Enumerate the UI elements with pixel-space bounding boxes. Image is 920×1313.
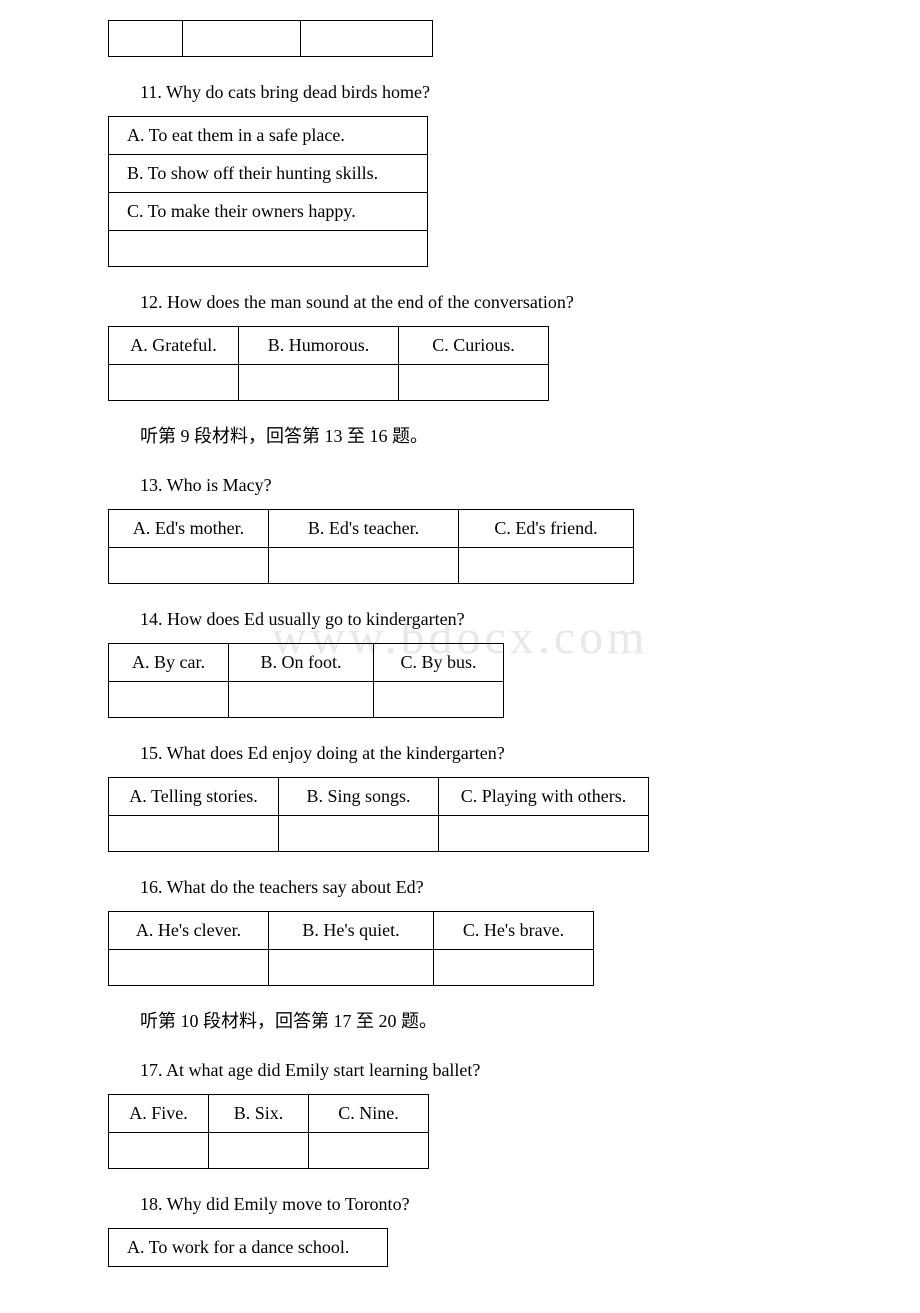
empty-cell [109, 1133, 209, 1169]
q14-text: 14. How does Ed usually go to kindergart… [108, 606, 812, 633]
empty-cell [239, 365, 399, 401]
top-empty-table [108, 20, 433, 57]
empty-cell [209, 1133, 309, 1169]
table-row: A. Five. B. Six. C. Nine. [109, 1095, 429, 1133]
table-row: C. To make their owners happy. [109, 193, 428, 231]
empty-cell [183, 21, 301, 57]
q11-option-b: B. To show off their hunting skills. [109, 155, 428, 193]
empty-cell [374, 682, 504, 718]
q18-table: A. To work for a dance school. [108, 1228, 388, 1267]
q15-option-c: C. Playing with others. [439, 778, 649, 816]
q17-option-b: B. Six. [209, 1095, 309, 1133]
q15-option-b: B. Sing songs. [279, 778, 439, 816]
q15-table: A. Telling stories. B. Sing songs. C. Pl… [108, 777, 649, 852]
empty-cell [229, 682, 374, 718]
q15-option-a: A. Telling stories. [109, 778, 279, 816]
q12-option-c: C. Curious. [399, 327, 549, 365]
empty-cell [269, 548, 459, 584]
empty-cell [109, 231, 428, 267]
q12-option-b: B. Humorous. [239, 327, 399, 365]
q16-option-a: A. He's clever. [109, 912, 269, 950]
empty-cell [269, 950, 434, 986]
q16-text: 16. What do the teachers say about Ed? [108, 874, 812, 901]
empty-cell [109, 548, 269, 584]
table-row [109, 950, 594, 986]
table-row: B. To show off their hunting skills. [109, 155, 428, 193]
table-row: A. By car. B. On foot. C. By bus. [109, 644, 504, 682]
empty-cell [459, 548, 634, 584]
empty-cell [301, 21, 433, 57]
table-row: A. Telling stories. B. Sing songs. C. Pl… [109, 778, 649, 816]
q14-option-c: C. By bus. [374, 644, 504, 682]
q17-option-c: C. Nine. [309, 1095, 429, 1133]
table-row: A. To work for a dance school. [109, 1229, 388, 1267]
table-row [109, 231, 428, 267]
q11-text: 11. Why do cats bring dead birds home? [108, 79, 812, 106]
q17-text: 17. At what age did Emily start learning… [108, 1057, 812, 1084]
q14-option-b: B. On foot. [229, 644, 374, 682]
empty-cell [399, 365, 549, 401]
q11-option-a: A. To eat them in a safe place. [109, 117, 428, 155]
table-row [109, 21, 433, 57]
q16-table: A. He's clever. B. He's quiet. C. He's b… [108, 911, 594, 986]
empty-cell [109, 365, 239, 401]
empty-cell [279, 816, 439, 852]
q18-text: 18. Why did Emily move to Toronto? [108, 1191, 812, 1218]
table-row: A. Grateful. B. Humorous. C. Curious. [109, 327, 549, 365]
q12-text: 12. How does the man sound at the end of… [108, 289, 812, 316]
q13-table: A. Ed's mother. B. Ed's teacher. C. Ed's… [108, 509, 634, 584]
table-row [109, 1133, 429, 1169]
q18-option-a: A. To work for a dance school. [109, 1229, 388, 1267]
q11-table: A. To eat them in a safe place. B. To sh… [108, 116, 428, 267]
table-row: A. Ed's mother. B. Ed's teacher. C. Ed's… [109, 510, 634, 548]
q11-option-c: C. To make their owners happy. [109, 193, 428, 231]
empty-cell [434, 950, 594, 986]
table-row [109, 365, 549, 401]
q17-table: A. Five. B. Six. C. Nine. [108, 1094, 429, 1169]
empty-cell [309, 1133, 429, 1169]
q15-text: 15. What does Ed enjoy doing at the kind… [108, 740, 812, 767]
q17-option-a: A. Five. [109, 1095, 209, 1133]
q12-table: A. Grateful. B. Humorous. C. Curious. [108, 326, 549, 401]
empty-cell [109, 682, 229, 718]
instruction-10: 听第 10 段材料，回答第 17 至 20 题。 [108, 1008, 812, 1035]
q16-option-c: C. He's brave. [434, 912, 594, 950]
empty-cell [109, 950, 269, 986]
q13-option-a: A. Ed's mother. [109, 510, 269, 548]
q13-text: 13. Who is Macy? [108, 472, 812, 499]
empty-cell [109, 816, 279, 852]
q14-option-a: A. By car. [109, 644, 229, 682]
table-row [109, 816, 649, 852]
empty-cell [109, 21, 183, 57]
table-row: A. He's clever. B. He's quiet. C. He's b… [109, 912, 594, 950]
q13-option-b: B. Ed's teacher. [269, 510, 459, 548]
q13-option-c: C. Ed's friend. [459, 510, 634, 548]
q14-table: A. By car. B. On foot. C. By bus. [108, 643, 504, 718]
q16-option-b: B. He's quiet. [269, 912, 434, 950]
q12-option-a: A. Grateful. [109, 327, 239, 365]
table-row: A. To eat them in a safe place. [109, 117, 428, 155]
table-row [109, 548, 634, 584]
instruction-9: 听第 9 段材料，回答第 13 至 16 题。 [108, 423, 812, 450]
empty-cell [439, 816, 649, 852]
table-row [109, 682, 504, 718]
